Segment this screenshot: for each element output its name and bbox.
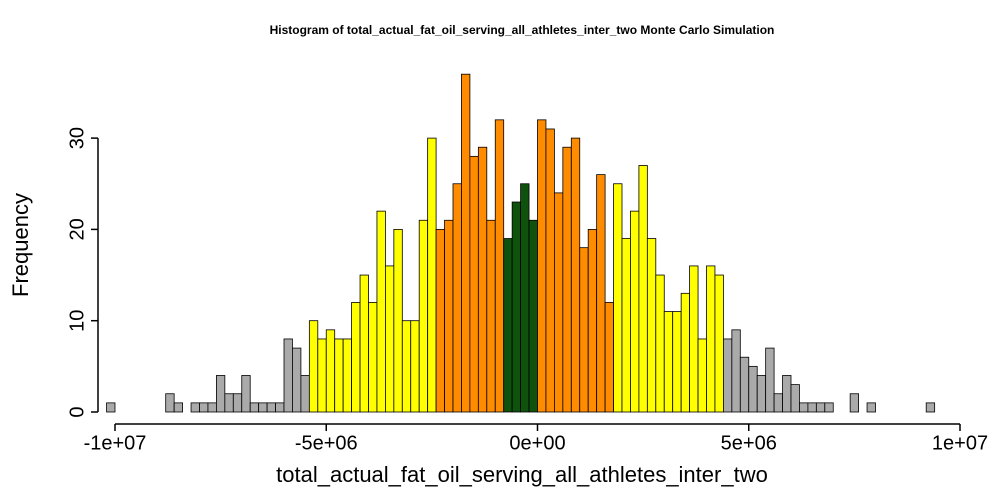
histogram-bar	[351, 302, 361, 413]
histogram-bar	[613, 183, 623, 413]
histogram-bar	[537, 119, 547, 413]
x-tick-label: -1e+07	[84, 432, 147, 454]
histogram-bar	[368, 302, 378, 413]
histogram-bar	[477, 146, 488, 413]
histogram-bar	[283, 338, 293, 413]
histogram-bar	[275, 402, 285, 413]
histogram-bar	[317, 338, 327, 413]
histogram-bar	[199, 402, 209, 413]
histogram-bar	[241, 375, 251, 413]
histogram-bar	[689, 265, 699, 413]
histogram-bar	[621, 238, 631, 413]
histogram-bar	[325, 329, 336, 413]
histogram-bar	[401, 320, 412, 413]
histogram-bar	[308, 320, 319, 413]
histogram-bar	[782, 375, 792, 413]
histogram-bar	[731, 329, 741, 413]
histogram-bar	[815, 402, 826, 413]
histogram-bar	[562, 146, 572, 413]
histogram-bar	[579, 247, 589, 413]
histogram-bar	[866, 402, 876, 413]
histogram-bar	[461, 73, 471, 413]
histogram-bar	[258, 402, 268, 413]
histogram-bar	[444, 219, 454, 413]
y-axis-label: Frequency	[8, 193, 33, 297]
histogram-bar	[384, 265, 395, 413]
histogram-bar	[807, 402, 817, 413]
histogram-bar	[165, 393, 175, 413]
x-tick-label: 0e+00	[509, 432, 565, 454]
histogram-bar	[739, 356, 750, 413]
histogram-bar	[334, 338, 344, 413]
x-tick-label: 5e+06	[721, 432, 777, 454]
histogram-bar	[756, 375, 767, 413]
histogram-bar	[723, 338, 733, 413]
histogram-bar	[393, 228, 403, 413]
histogram-bar	[190, 402, 200, 413]
y-tick-label: 20	[66, 218, 88, 240]
x-tick-label: -5e+06	[295, 432, 358, 454]
histogram-bar	[748, 365, 758, 413]
histogram-bar	[376, 210, 386, 413]
histogram-bar	[799, 402, 809, 413]
histogram-bar	[545, 128, 555, 413]
chart-title: Histogram of total_actual_fat_oil_servin…	[270, 23, 775, 37]
histogram-bar	[106, 402, 116, 413]
histogram-bar	[849, 393, 860, 413]
histogram-bar	[292, 347, 302, 413]
y-tick-label: 0	[66, 406, 88, 417]
histogram-bar	[410, 320, 420, 413]
histogram-bar	[672, 311, 682, 413]
histogram-bar	[604, 302, 614, 413]
histogram-bar	[486, 219, 496, 413]
histogram-bar	[824, 402, 834, 413]
histogram-bar	[494, 119, 505, 413]
histogram-bar	[173, 402, 183, 413]
histogram-bar	[630, 210, 640, 413]
histogram-bar	[680, 292, 691, 413]
histogram-bar	[359, 274, 369, 413]
histogram-bar	[765, 347, 775, 413]
x-axis-label: total_actual_fat_oil_serving_all_athlete…	[276, 462, 768, 487]
histogram-bar	[587, 228, 598, 413]
histogram-bar	[697, 338, 707, 413]
histogram-bar	[452, 183, 462, 413]
histogram-bar	[520, 183, 530, 413]
histogram-bar	[249, 402, 260, 413]
histogram-bar	[207, 402, 217, 413]
histogram-bar	[773, 393, 783, 413]
y-tick-label: 10	[66, 310, 88, 332]
histogram-bar	[503, 238, 513, 413]
histogram-bar	[427, 137, 437, 413]
histogram-bar	[215, 375, 226, 413]
histogram-bar	[570, 137, 581, 413]
histogram-bar	[469, 155, 479, 413]
histogram-bar	[655, 274, 665, 413]
x-tick-label: 1e+07	[932, 432, 988, 454]
histogram-bar	[418, 219, 429, 413]
histogram-bar	[266, 402, 276, 413]
histogram-bar	[528, 219, 538, 413]
histogram-bar	[663, 311, 674, 413]
histogram-bar	[435, 228, 445, 413]
histogram-bar	[646, 238, 657, 413]
histogram-bar	[300, 375, 310, 413]
histogram-bar	[596, 174, 606, 413]
histogram-bar	[714, 274, 724, 413]
histogram-bar	[342, 338, 352, 413]
histogram-bar	[511, 201, 522, 413]
histogram-bar	[224, 393, 234, 413]
y-tick-label: 30	[66, 127, 88, 149]
histogram-bar	[554, 192, 564, 413]
histogram-bar	[706, 265, 716, 413]
histogram-bar	[232, 393, 243, 413]
histogram-bar	[638, 165, 648, 413]
histogram-bar	[925, 402, 936, 413]
histogram-bar	[790, 384, 800, 413]
